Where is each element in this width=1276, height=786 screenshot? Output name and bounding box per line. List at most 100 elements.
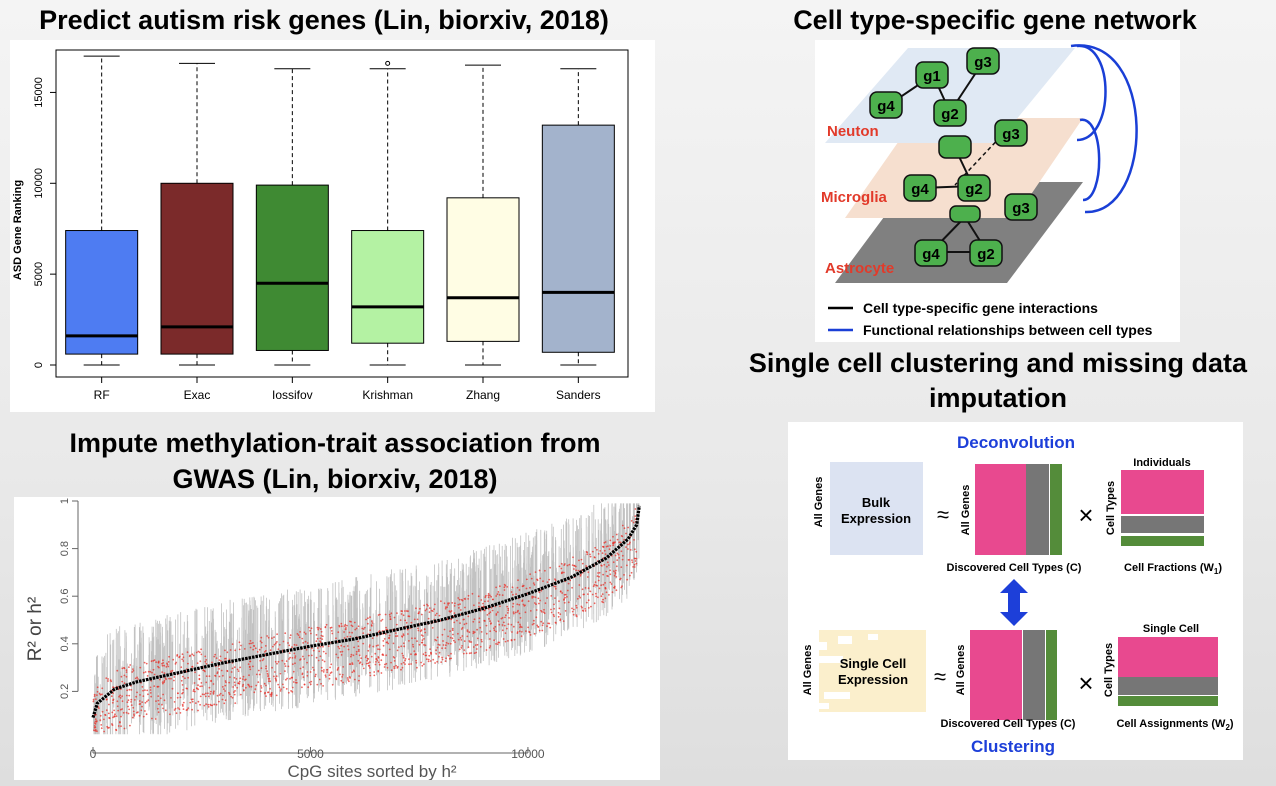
red-point — [633, 548, 636, 551]
red-point — [259, 640, 262, 642]
red-point — [310, 632, 312, 635]
red-point — [554, 585, 557, 588]
c-matrix-gray — [1026, 464, 1049, 555]
red-point — [558, 607, 561, 610]
red-point — [486, 614, 489, 616]
red-point — [529, 610, 532, 612]
red-point — [337, 666, 340, 669]
red-point — [306, 642, 309, 644]
red-point — [560, 572, 563, 575]
red-point — [196, 662, 199, 665]
red-point — [121, 695, 123, 698]
red-point — [415, 661, 418, 664]
red-point — [594, 581, 597, 583]
red-point — [273, 643, 276, 646]
red-point — [586, 553, 589, 556]
red-point — [404, 610, 406, 612]
red-point — [531, 597, 534, 599]
red-point — [511, 631, 513, 633]
red-point — [618, 557, 621, 559]
red-point — [595, 595, 597, 598]
red-point — [412, 643, 414, 646]
red-point — [436, 660, 439, 663]
red-point — [518, 603, 521, 606]
red-point — [96, 690, 99, 693]
red-point — [392, 642, 395, 645]
red-point — [425, 658, 428, 661]
red-point — [119, 697, 122, 699]
red-point — [168, 677, 171, 680]
red-point — [456, 619, 458, 622]
red-point — [302, 666, 305, 668]
red-point — [394, 635, 397, 638]
red-point — [103, 730, 105, 733]
svg-text:g4: g4 — [922, 246, 940, 263]
red-point — [144, 689, 146, 691]
red-point — [322, 645, 324, 648]
red-point — [423, 644, 425, 646]
scatter-chart: 0.2 0.4 0.6 0.8 1 0 5000 10000 R² or h² CpG sit… — [25, 498, 641, 781]
red-point — [467, 646, 470, 649]
red-point — [309, 671, 312, 673]
red-point — [584, 608, 586, 610]
red-point — [363, 626, 366, 629]
red-point — [358, 675, 360, 677]
red-point — [553, 615, 555, 618]
red-point — [290, 690, 292, 692]
red-point — [517, 579, 519, 582]
red-point — [150, 660, 153, 663]
red-point — [396, 635, 399, 637]
red-point — [600, 595, 603, 598]
red-point — [277, 683, 280, 686]
red-point — [92, 700, 95, 703]
red-point — [525, 630, 527, 632]
red-point — [362, 628, 365, 630]
red-point — [378, 630, 381, 632]
gene-node-g3: g3 — [1004, 193, 1038, 221]
red-point — [146, 700, 148, 703]
red-point — [120, 675, 123, 678]
red-point — [546, 597, 548, 599]
red-point — [542, 580, 544, 583]
red-point — [533, 583, 536, 586]
red-point — [259, 659, 262, 662]
red-point — [349, 663, 352, 665]
red-point — [424, 609, 427, 612]
red-point — [466, 629, 469, 631]
red-point — [615, 589, 618, 592]
red-point — [317, 659, 320, 662]
red-point — [626, 578, 629, 581]
red-point — [496, 611, 499, 614]
red-point — [375, 661, 377, 663]
red-point — [521, 585, 524, 588]
red-point — [207, 692, 209, 695]
red-point — [316, 637, 319, 640]
red-point — [472, 630, 475, 633]
red-point — [213, 655, 216, 658]
red-point — [401, 652, 404, 655]
red-point — [544, 602, 547, 605]
red-point — [133, 713, 135, 716]
red-point — [192, 654, 195, 657]
red-point — [558, 565, 561, 568]
red-point — [283, 663, 286, 665]
red-point — [132, 706, 135, 709]
red-point — [353, 646, 355, 649]
y-tick-label: 0.2 — [59, 684, 71, 699]
red-point — [291, 676, 294, 679]
red-point — [496, 643, 499, 646]
red-point — [211, 661, 213, 664]
red-point — [141, 686, 144, 688]
red-point — [613, 585, 616, 588]
red-point — [578, 584, 581, 586]
red-point — [224, 649, 226, 652]
red-point — [362, 642, 365, 645]
red-point — [137, 678, 139, 680]
red-point — [457, 607, 460, 609]
red-point — [415, 659, 417, 662]
red-point — [634, 560, 637, 562]
red-point — [480, 631, 483, 633]
red-point — [318, 627, 320, 629]
red-point — [241, 685, 244, 687]
red-point — [369, 629, 372, 632]
